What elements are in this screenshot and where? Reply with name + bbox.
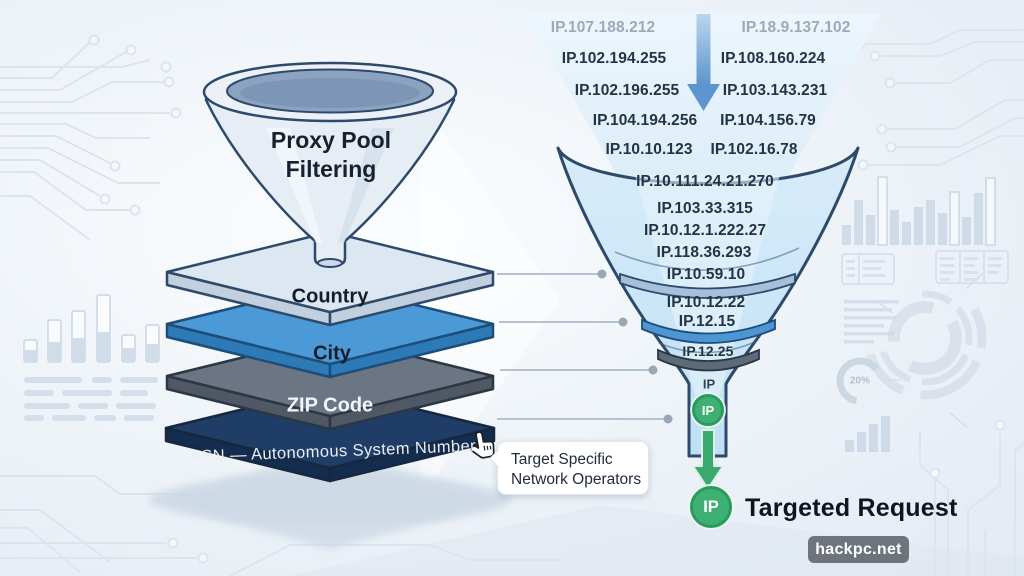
left-funnel-title-line2: Filtering: [285, 156, 377, 182]
left-funnel-title: Proxy Pool Filtering: [271, 126, 391, 184]
layer-label-zip: ZIP Code: [286, 394, 374, 417]
ip-address: IP.102.194.255: [561, 50, 667, 67]
right-funnel: [523, 12, 882, 490]
ip-address: IP.18.9.137.102: [741, 19, 851, 36]
ip-address: IP.107.188.212: [550, 19, 656, 36]
tooltip-line1: Target Specific: [511, 451, 613, 468]
ip-address: IP.12.15: [678, 313, 736, 330]
ip-address: IP.102.196.255: [574, 82, 680, 99]
output-arrow-icon: [692, 429, 724, 490]
asn-shadow: [144, 452, 516, 549]
decor-tables-right: [841, 250, 1009, 285]
ip-address: IP.108.160.224: [720, 50, 826, 67]
filter-band-city: [641, 318, 776, 344]
decor-donut-right: [836, 272, 987, 452]
filter-band-country: [619, 272, 796, 299]
ip-output-badge: IP: [692, 394, 724, 426]
layer-label-country: Country: [291, 285, 369, 308]
left-funnel: [202, 61, 458, 268]
layer-label-city: City: [313, 342, 351, 365]
stem-ip-label: IP: [702, 376, 716, 392]
layer-country: [165, 230, 495, 327]
circuit-traces-top-left: [0, 34, 182, 241]
ip-address: IP.103.143.231: [722, 82, 828, 99]
ip-address: IP.10.59.10: [666, 266, 746, 283]
watermark-text: hackpc.net: [815, 540, 902, 558]
ip-address: IP.104.194.256: [592, 112, 698, 129]
ip-address: IP.102.16.78: [710, 141, 798, 158]
circuit-traces-top-right: [854, 29, 1024, 171]
filter-band-zip: [657, 348, 760, 372]
ip-address: IP.10.10.123: [605, 141, 693, 158]
donut-percent-label: 20%: [849, 375, 871, 387]
ip-address: IP.12.25: [682, 343, 734, 359]
connector-lines: [497, 269, 673, 424]
ip-address: IP.10.12.22: [666, 294, 746, 311]
ip-result-badge-text: IP: [703, 497, 719, 516]
incoming-traffic-arrow-icon: [687, 14, 720, 111]
decor-bar-chart-left: [23, 294, 160, 363]
ip-address: IP.103.33.315: [657, 200, 753, 217]
ip-result-badge: IP: [690, 486, 732, 528]
targeted-request-label: Targeted Request: [745, 494, 958, 522]
ip-address: IP.104.156.79: [720, 112, 816, 129]
ip-address: IP.118.36.293: [656, 244, 752, 261]
ip-output-badge-text: IP: [701, 402, 715, 418]
hand-cursor-icon: [470, 431, 495, 459]
decor-dash-rows-left: [24, 377, 158, 421]
decor-bar-chart-right: [842, 176, 996, 246]
left-funnel-title-line1: Proxy Pool: [270, 127, 392, 153]
asn-tooltip: Target Specific Network Operators: [489, 441, 649, 495]
tooltip-line2: Network Operators: [511, 471, 642, 488]
ip-address: IP.10.12.1.222.27: [643, 222, 767, 239]
ip-address: IP.10.111.24.21.270: [636, 173, 774, 190]
watermark-badge: hackpc.net: [808, 536, 909, 563]
